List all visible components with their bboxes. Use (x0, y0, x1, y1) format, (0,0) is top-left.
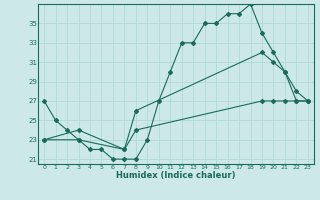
X-axis label: Humidex (Indice chaleur): Humidex (Indice chaleur) (116, 171, 236, 180)
